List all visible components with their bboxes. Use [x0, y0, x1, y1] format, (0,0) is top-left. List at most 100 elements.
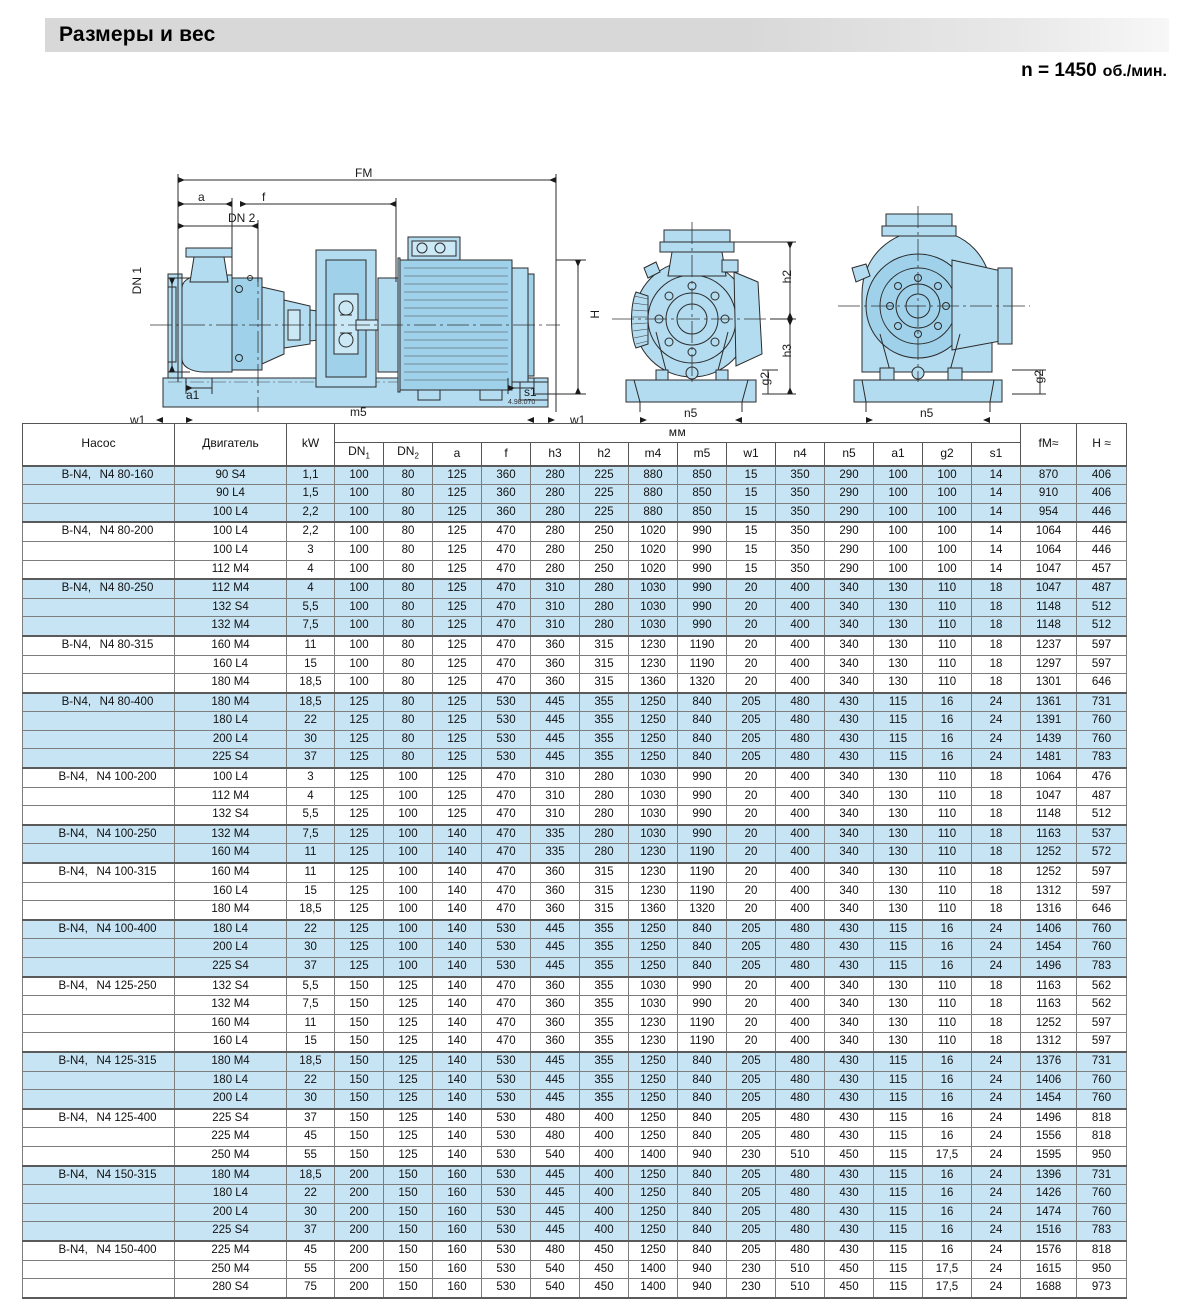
- cell-m5: 840: [677, 1070, 727, 1091]
- cell-dn2: 80: [383, 484, 433, 504]
- cell-m5: 840: [677, 1239, 727, 1261]
- cell-s1: 24: [971, 1127, 1021, 1147]
- cell-dn2: 80: [383, 521, 433, 542]
- cell-pump: [22, 1202, 175, 1223]
- cell-n5: 450: [824, 1145, 874, 1167]
- cell-dn1: 125: [334, 957, 384, 978]
- cell-dn2: 80: [383, 691, 433, 713]
- cell-n5: 340: [824, 597, 874, 618]
- pump-series: B-N4,: [58, 1168, 88, 1181]
- table-row: 160 L4 15 125 100 140 470 360 315 1230 1190 20 400 3…: [22, 881, 1127, 902]
- dim-arrow: [787, 319, 793, 326]
- cell-h3: 360: [530, 881, 580, 902]
- cell-dn2: 100: [383, 786, 433, 807]
- table-row: B-N4, N4 150-315 180 M4 18,5 200 150 160 530 445…: [22, 1164, 1127, 1186]
- cell-dn2: 100: [383, 900, 433, 921]
- cell-w1: 230: [726, 1145, 776, 1167]
- cell-pump: B-N4, N4 125-315: [22, 1050, 175, 1072]
- table-row: 180 M4 18,5 125 100 140 470 360 315 1360 1320 20 40…: [22, 900, 1127, 921]
- cell-g2: 110: [922, 634, 972, 656]
- dim-arrow: [527, 417, 534, 423]
- cell-h: 973: [1076, 1278, 1127, 1299]
- pump-series: B-N4,: [61, 638, 92, 651]
- table-row: B-N4, N4 80-315 160 M4 11 100 80 125 470 360 315 1…: [22, 634, 1127, 656]
- cell-m4: 1400: [628, 1278, 678, 1299]
- cell-h3: 360: [530, 1013, 580, 1034]
- cell-f: 530: [481, 957, 531, 978]
- cell-dn1: 100: [334, 654, 384, 675]
- cell-m5: 840: [677, 748, 727, 769]
- cell-fm: 1556: [1020, 1127, 1077, 1147]
- cell-f: 470: [481, 1013, 531, 1034]
- cell-h2: 355: [579, 938, 629, 959]
- cell-motor: 225 S4: [174, 1107, 287, 1129]
- cell-m5: 1320: [677, 673, 727, 694]
- cell-n4: 400: [775, 616, 825, 637]
- dim-label-f: f: [262, 190, 266, 204]
- cell-w1: 205: [726, 1164, 776, 1186]
- cell-motor: 160 M4: [174, 1013, 287, 1034]
- table-row: B-N4, N4 125-250 132 S4 5,5 150 125 140 470 360 3…: [22, 975, 1127, 997]
- cell-m4: 1020: [628, 521, 678, 542]
- cell-g2: 17,5: [922, 1145, 972, 1167]
- cell-h2: 225: [579, 502, 629, 523]
- cell-s1: 14: [971, 559, 1021, 580]
- col-header-dn1: DN1: [334, 441, 384, 467]
- cell-a: 160: [432, 1202, 482, 1223]
- table-row: 160 L4 15 150 125 140 470 360 355 1230 1190 20 400 3…: [22, 1032, 1127, 1053]
- cell-w1: 205: [726, 711, 776, 731]
- cell-n4: 480: [775, 1050, 825, 1072]
- cell-f: 470: [481, 673, 531, 694]
- cell-a: 140: [432, 1070, 482, 1091]
- cell-n4: 400: [775, 843, 825, 864]
- cell-h3: 310: [530, 805, 580, 826]
- cell-f: 470: [481, 767, 531, 788]
- cell-dn1: 100: [334, 616, 384, 637]
- cell-dn1: 125: [334, 767, 384, 788]
- cell-s1: 14: [971, 464, 1021, 486]
- dim-arrow: [251, 223, 258, 229]
- cell-a1: 115: [873, 1164, 923, 1186]
- cell-s1: 18: [971, 1013, 1021, 1034]
- cell-h: 512: [1076, 597, 1127, 618]
- cell-dn1: 125: [334, 748, 384, 769]
- cell-kw: 75: [286, 1278, 335, 1299]
- cell-f: 360: [481, 502, 531, 523]
- col-header-g2: g2: [922, 441, 972, 467]
- cell-m5: 840: [677, 918, 727, 940]
- cell-m5: 990: [677, 559, 727, 580]
- cell-kw: 4: [286, 559, 335, 580]
- cell-h2: 280: [579, 767, 629, 788]
- cell-n5: 340: [824, 975, 874, 997]
- cell-w1: 20: [726, 995, 776, 1015]
- cell-kw: 22: [286, 1184, 335, 1204]
- cell-h: 760: [1076, 1202, 1127, 1223]
- cell-h2: 400: [579, 1221, 629, 1242]
- cell-m4: 1230: [628, 881, 678, 902]
- table-row: 132 M4 7,5 100 80 125 470 310 280 1030 990 20 400 34…: [22, 616, 1127, 637]
- cell-s1: 24: [971, 748, 1021, 769]
- cell-n5: 450: [824, 1259, 874, 1280]
- cell-a: 140: [432, 900, 482, 921]
- cell-n5: 340: [824, 843, 874, 864]
- cell-h: 731: [1076, 1164, 1127, 1186]
- table-row: 225 M4 45 150 125 140 530 480 400 1250 840 205 480 4…: [22, 1127, 1127, 1147]
- cell-motor: 250 M4: [174, 1145, 287, 1167]
- table-row: B-N4, N4 80-250 112 M4 4 100 80 125 470 310 280 10…: [22, 578, 1127, 599]
- cell-n4: 400: [775, 995, 825, 1015]
- cell-h3: 280: [530, 502, 580, 523]
- cell-m4: 1020: [628, 559, 678, 580]
- cell-w1: 205: [726, 1221, 776, 1242]
- cell-a1: 115: [873, 1089, 923, 1110]
- dim-arrow: [178, 177, 185, 183]
- cell-h3: 335: [530, 843, 580, 864]
- cell-motor: 112 M4: [174, 786, 287, 807]
- cell-kw: 30: [286, 1089, 335, 1110]
- cell-n5: 430: [824, 1089, 874, 1110]
- cell-n4: 510: [775, 1278, 825, 1299]
- cell-dn2: 125: [383, 1070, 433, 1091]
- cell-n5: 430: [824, 1050, 874, 1072]
- cell-dn2: 150: [383, 1278, 433, 1299]
- cell-n5: 340: [824, 616, 874, 637]
- cell-a1: 115: [873, 957, 923, 978]
